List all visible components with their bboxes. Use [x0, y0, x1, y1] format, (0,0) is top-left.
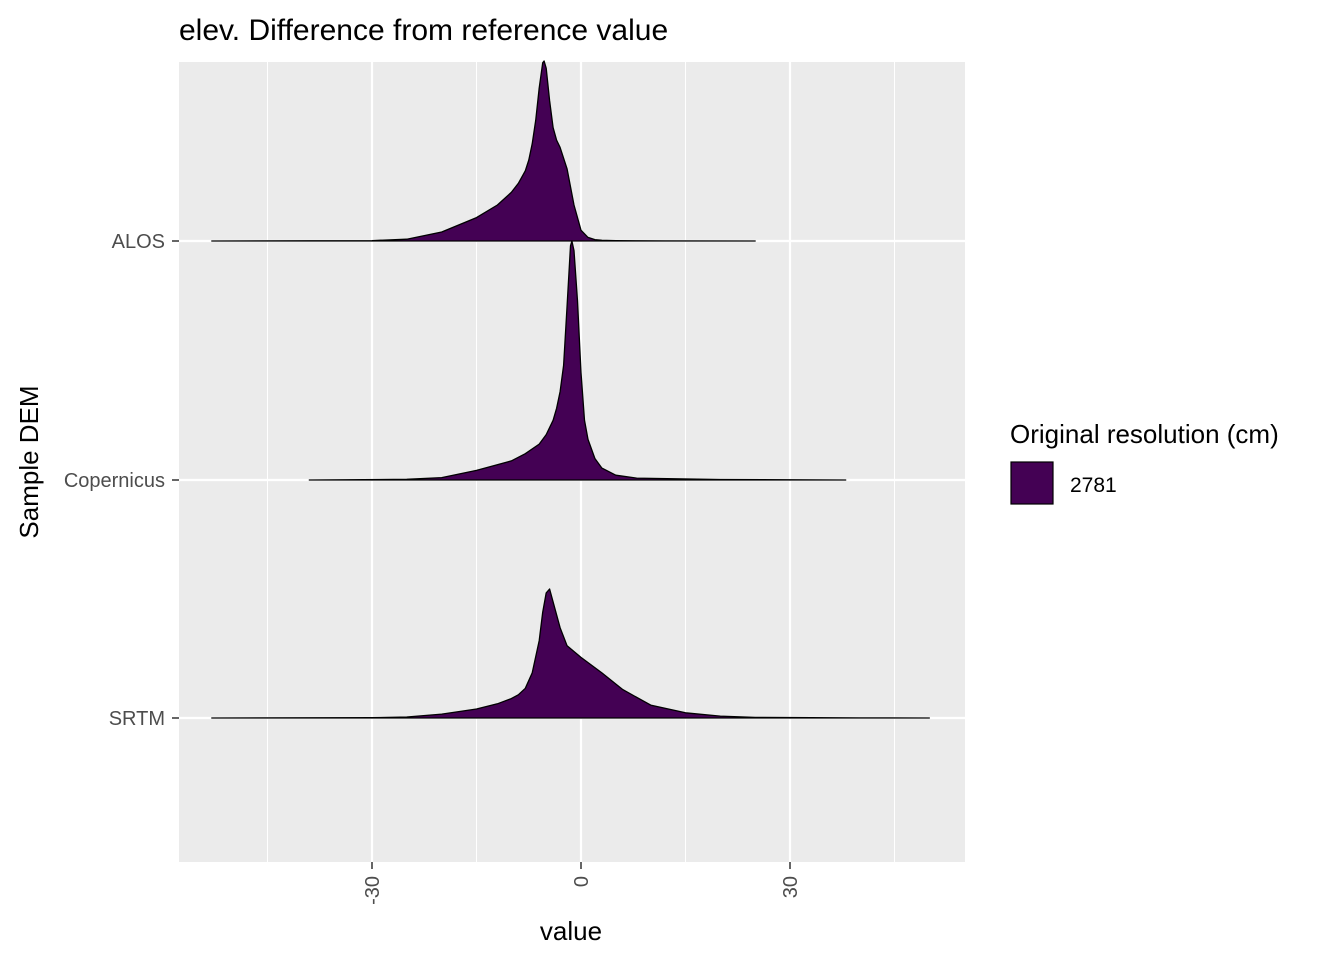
x-tick-label: -30 [362, 876, 384, 905]
y-tick-label: SRTM [109, 708, 165, 730]
x-axis: -30 0 30 [362, 862, 802, 905]
ridge-copernicus [308, 240, 847, 481]
legend: Original resolution (cm) 2781 [1010, 419, 1279, 505]
chart-title: elev. Difference from reference value [179, 14, 668, 47]
ridge-srtm [211, 588, 930, 719]
y-axis-title: Sample DEM [14, 385, 44, 538]
legend-title: Original resolution (cm) [1010, 419, 1279, 449]
x-tick-label: 0 [571, 876, 593, 887]
density-ridges [211, 60, 930, 719]
legend-item-label: 2781 [1070, 474, 1117, 497]
y-tick-label: ALOS [112, 231, 165, 253]
y-axis: ALOS Copernicus SRTM [64, 231, 179, 730]
legend-key-swatch [1010, 461, 1054, 505]
x-axis-title: value [540, 916, 602, 946]
ridge-alos [211, 60, 756, 242]
y-tick-label: Copernicus [64, 470, 165, 492]
x-tick-label: 30 [780, 876, 802, 898]
